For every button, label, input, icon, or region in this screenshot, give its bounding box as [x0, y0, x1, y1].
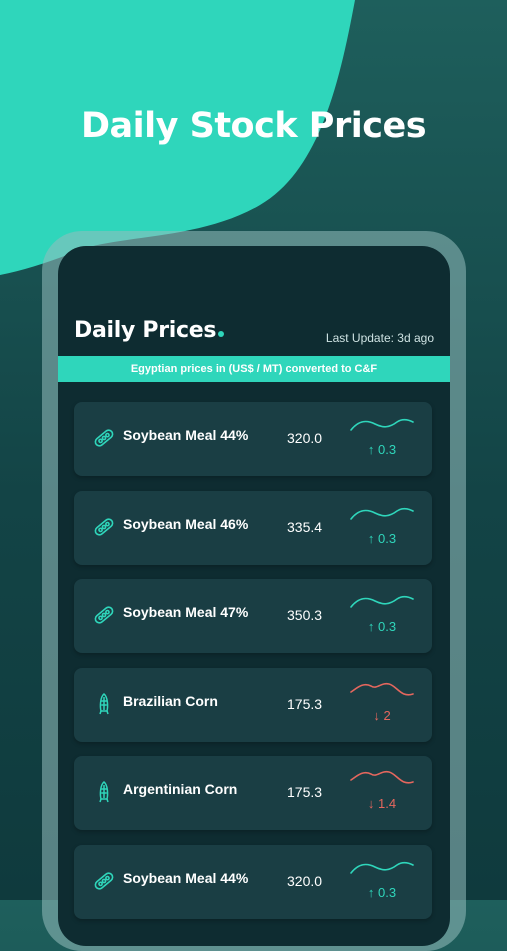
corn-icon — [92, 780, 116, 804]
soybean-icon — [92, 515, 116, 539]
price-card[interactable]: Argentinian Corn 175.3 ↓ 1.4 — [74, 756, 432, 830]
sparkline — [350, 595, 414, 608]
commodity-name: Soybean Meal 44% — [123, 427, 249, 443]
commodity-name: Soybean Meal 47% — [123, 604, 249, 620]
price-card[interactable]: Brazilian Corn 175.3 ↓ 2 — [74, 667, 432, 742]
commodity-price: 350.3 — [287, 607, 323, 623]
soybean-icon — [92, 603, 116, 627]
soybean-icon — [92, 426, 116, 450]
sparkline — [350, 861, 414, 874]
sparkline — [350, 770, 414, 784]
page-title: Daily Prices — [74, 318, 225, 343]
price-card[interactable]: Soybean Meal 44% 320.0 ↑ 0.3 — [74, 402, 432, 476]
sparkline — [350, 418, 414, 431]
commodity-name: Soybean Meal 44% — [123, 869, 249, 886]
title-dot — [218, 331, 225, 337]
corn-icon — [92, 692, 116, 716]
price-change: ↓ 2 — [373, 707, 391, 723]
app-screen: Daily Prices Last Update: 3d ago Egyptia… — [58, 246, 450, 946]
price-card[interactable]: Soybean Meal 46% 335.4 ↑ 0.3 — [74, 490, 432, 565]
currency-banner: Egyptian prices in (US$ / MT) converted … — [58, 356, 450, 382]
commodity-name: Brazilian Corn — [123, 692, 218, 709]
commodity-price: 175.3 — [287, 784, 323, 800]
commodity-name: Soybean Meal 46% — [123, 515, 249, 532]
commodity-price: 320.0 — [287, 872, 323, 889]
soybean-icon — [92, 869, 116, 893]
commodity-name: Argentinian Corn — [123, 781, 238, 797]
commodity-price: 335.4 — [287, 518, 323, 535]
price-card[interactable]: Soybean Meal 47% 350.3 ↑ 0.3 — [74, 579, 432, 653]
commodity-price: 175.3 — [287, 695, 323, 712]
price-change: ↑ 0.3 — [367, 884, 397, 900]
price-change: ↑ 0.3 — [367, 619, 397, 634]
sparkline — [350, 507, 414, 520]
sparkline — [350, 682, 414, 696]
background-blob — [0, 0, 355, 275]
price-change: ↓ 1.4 — [367, 796, 397, 811]
price-change: ↑ 0.3 — [367, 530, 397, 546]
price-change: ↑ 0.3 — [367, 442, 397, 457]
last-update-text: Last Update: 3d ago — [325, 331, 434, 345]
commodity-price: 320.0 — [287, 430, 323, 446]
screen-header: Daily Prices Last Update: 3d ago — [74, 318, 434, 348]
hero-title: Daily Stock Prices — [80, 106, 427, 146]
price-card[interactable]: Soybean Meal 44% 320.0 ↑ 0.3 — [74, 844, 432, 919]
